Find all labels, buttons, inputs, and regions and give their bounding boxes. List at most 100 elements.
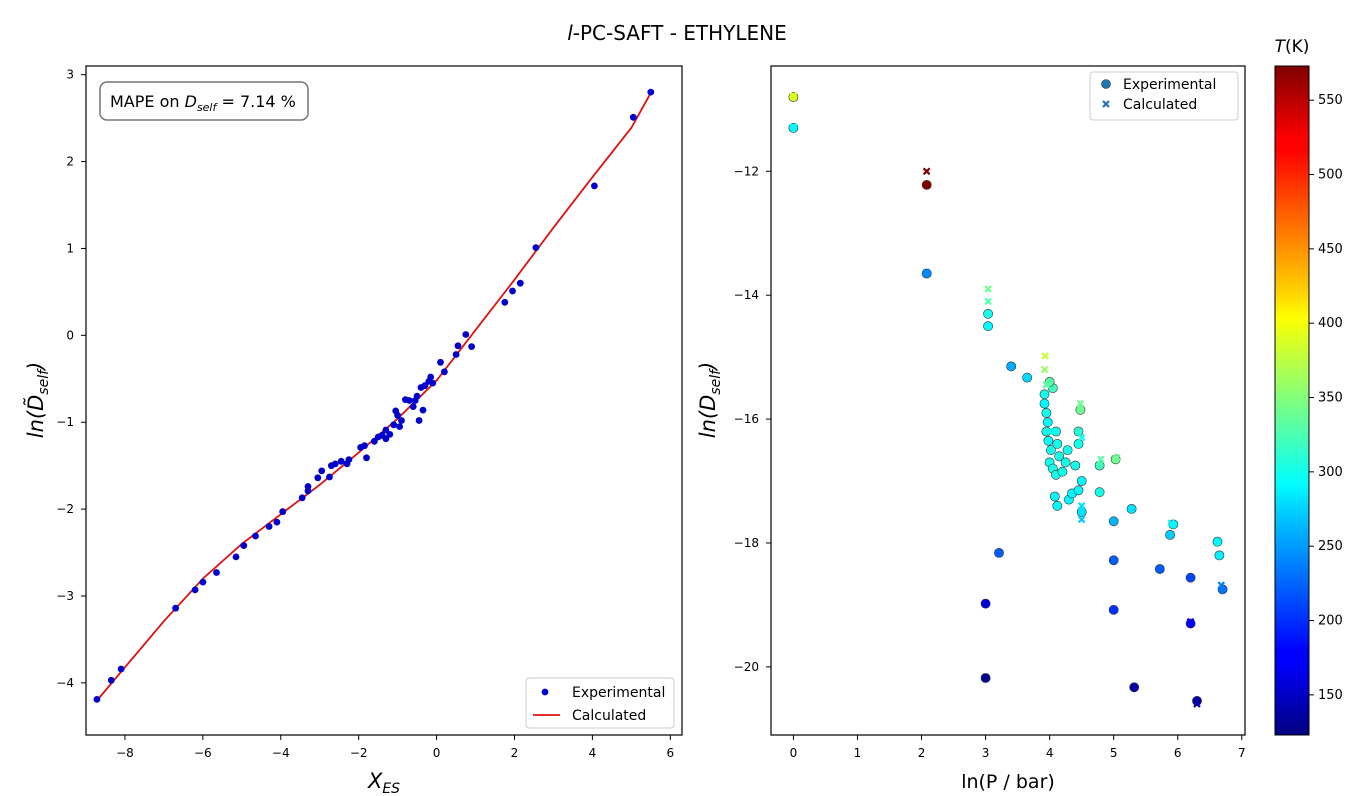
x-tick-label: −2 (350, 746, 368, 760)
experimental-point (252, 532, 259, 540)
y-tick-label: 0 (66, 328, 74, 342)
calculated-point (1113, 453, 1121, 462)
experimental-point (172, 604, 180, 612)
calculated-point (1077, 433, 1086, 442)
experimental-point (468, 343, 475, 350)
experimental-point (1049, 491, 1060, 502)
experimental-point (454, 342, 462, 350)
y-tick-label: −3 (56, 589, 74, 603)
experimental-point (1060, 457, 1071, 468)
experimental-point (314, 474, 322, 482)
colorbar: 150 200 250 300 350 400 450 500 550 T(K) (1274, 37, 1343, 736)
experimental-point (1052, 438, 1063, 449)
experimental-point (1185, 618, 1196, 629)
legend-label-calculated-2: Calculated (1123, 97, 1197, 113)
right-x-axis-label: ln(P / bar) (961, 771, 1055, 793)
calculated-point (1097, 455, 1105, 464)
experimental-point (386, 431, 394, 438)
experimental-point (1076, 476, 1087, 486)
legend-label-experimental: Experimental (572, 685, 665, 701)
annotation-prefix: MAPE on (110, 92, 185, 111)
annotation-suffix: = 7.14 % (216, 92, 296, 111)
experimental-point (1070, 460, 1081, 471)
experimental-point (370, 437, 378, 445)
svg-text:MAPE on Dself = 7.14 %: MAPE on Dself = 7.14 % (110, 92, 296, 114)
experimental-point (326, 473, 333, 481)
experimental-point (394, 411, 401, 419)
experimental-point (318, 467, 326, 475)
experimental-point (1185, 572, 1196, 583)
experimental-point (1129, 682, 1140, 693)
left-plot-frame (85, 65, 683, 736)
calculated-point (1040, 365, 1049, 374)
experimental-point (415, 417, 423, 424)
experimental-point (509, 287, 516, 295)
experimental-point (1046, 445, 1056, 455)
experimental-point (382, 426, 390, 434)
experimental-point (591, 182, 598, 190)
colorbar-tick-label: 250 (1318, 539, 1343, 554)
left-x-axis-label: XES (367, 769, 400, 796)
experimental-point (983, 308, 993, 319)
experimental-point (191, 586, 199, 594)
experimental-point (1039, 389, 1050, 400)
experimental-point (1108, 605, 1119, 615)
experimental-point (1126, 503, 1137, 514)
calculated-point (922, 268, 931, 277)
x-tick-label: 5 (1110, 746, 1118, 760)
colorbar-tick-label: 400 (1318, 316, 1343, 331)
colorbar-ticks: 150 200 250 300 350 400 450 500 550 (1309, 93, 1343, 703)
experimental-point (1073, 438, 1084, 449)
experimental-point (452, 351, 460, 358)
experimental-point (409, 403, 417, 410)
experimental-point (1212, 536, 1223, 547)
calculated-point (1077, 502, 1086, 510)
left-chart: −8 −6 −4 −2 0 2 4 6 −4 −3 −2 −1 0 1 2 3 MAPE on Dself … (23, 65, 683, 796)
experimental-point (304, 483, 312, 490)
calculated-point (1167, 519, 1176, 527)
calculated-point (1217, 581, 1226, 589)
y-tick-label: −2 (56, 502, 74, 516)
legend-label-experimental-2: Experimental (1123, 77, 1216, 93)
experimental-point (413, 392, 421, 400)
experimental-point (629, 113, 637, 121)
calculated-point (922, 167, 931, 176)
legend-marker-experimental (541, 688, 549, 696)
x-tick-label: 6 (1174, 746, 1182, 760)
y-tick-label: −18 (734, 536, 759, 550)
experimental-point (647, 88, 655, 96)
calculated-point (1076, 399, 1085, 408)
experimental-point (405, 397, 413, 404)
experimental-point (1041, 407, 1052, 418)
x-tick-label: 7 (1238, 746, 1246, 760)
annotation-subscript: self (197, 101, 219, 114)
experimental-point (983, 321, 993, 332)
calculated-point (1045, 427, 1054, 436)
calculated-point (789, 91, 798, 100)
experimental-point (1108, 555, 1119, 566)
experimental-point (501, 298, 509, 306)
experimental-point (361, 442, 368, 450)
y-tick-label: 3 (66, 68, 74, 82)
experimental-point (213, 569, 220, 576)
experimental-point (390, 421, 398, 429)
experimental-point (273, 518, 281, 526)
calculated-point (981, 673, 990, 682)
colorbar-label: T(K) (1275, 37, 1310, 57)
experimental-point (1073, 426, 1084, 437)
experimental-point (994, 548, 1004, 558)
experimental-point (421, 382, 429, 390)
experimental-point (462, 331, 470, 338)
experimental-point (1076, 507, 1087, 517)
colorbar-tick-label: 500 (1318, 168, 1343, 183)
experimental-point (337, 457, 345, 465)
experimental-point (279, 508, 287, 516)
experimental-point (532, 244, 540, 252)
experimental-point (232, 553, 240, 561)
left-annotation-box: MAPE on Dself = 7.14 % (99, 81, 309, 121)
right-marks (788, 91, 1228, 708)
y-tick-label: −1 (56, 415, 74, 429)
x-tick-label: 0 (433, 746, 441, 760)
calculated-point (981, 599, 990, 607)
x-tick-label: −8 (116, 746, 134, 760)
